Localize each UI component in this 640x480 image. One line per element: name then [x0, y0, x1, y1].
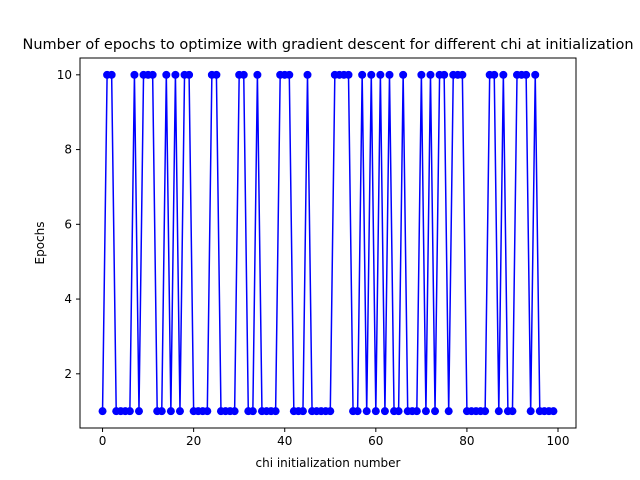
data-point [171, 70, 180, 79]
data-point [344, 70, 353, 79]
data-point [522, 70, 531, 79]
data-point [203, 407, 212, 416]
y-tick-label: 2 [64, 367, 72, 381]
y-tick-label: 4 [64, 292, 72, 306]
data-point [490, 70, 499, 79]
data-point [444, 407, 453, 416]
data-point [494, 407, 503, 416]
data-point [239, 70, 248, 79]
data-point [358, 70, 367, 79]
axes-layer: 0 20 40 60 80 100 2 4 6 8 10 [57, 68, 570, 448]
data-point [230, 407, 239, 416]
data-point [508, 407, 517, 416]
x-tick-label: 40 [277, 434, 292, 448]
data-point [394, 407, 403, 416]
x-tick-label: 100 [547, 434, 570, 448]
data-point [367, 70, 376, 79]
y-tick-label: 8 [64, 143, 72, 157]
data-point [253, 70, 262, 79]
data-point [353, 407, 362, 416]
data-layer [98, 70, 558, 416]
data-point [526, 407, 535, 416]
data-point [326, 407, 335, 416]
data-point [549, 407, 558, 416]
data-point [134, 407, 143, 416]
data-point [130, 70, 139, 79]
data-point [362, 407, 371, 416]
x-tick-label: 0 [99, 434, 107, 448]
data-point [298, 407, 307, 416]
y-tick-label: 10 [57, 68, 72, 82]
data-point [499, 70, 508, 79]
y-axis-label: Epochs [33, 222, 47, 265]
data-point [421, 407, 430, 416]
data-point [148, 70, 157, 79]
data-point [98, 407, 107, 416]
data-point [212, 70, 221, 79]
plot-frame [79, 57, 577, 429]
data-point [458, 70, 467, 79]
data-point [162, 70, 171, 79]
data-point [125, 407, 134, 416]
data-point [248, 407, 257, 416]
x-tick-label: 60 [368, 434, 383, 448]
data-point [431, 407, 440, 416]
data-point [440, 70, 449, 79]
data-point [426, 70, 435, 79]
data-point [380, 407, 389, 416]
data-point [303, 70, 312, 79]
x-axis-label: chi initialization number [256, 456, 401, 470]
data-point [385, 70, 394, 79]
data-point [175, 407, 184, 416]
data-point [107, 70, 116, 79]
y-tick-label: 6 [64, 217, 72, 231]
data-point [185, 70, 194, 79]
data-point [271, 407, 280, 416]
x-tick-label: 80 [459, 434, 474, 448]
data-point [166, 407, 175, 416]
data-point [285, 70, 294, 79]
data-point [417, 70, 426, 79]
data-point [481, 407, 490, 416]
data-point [531, 70, 540, 79]
chart-title: Number of epochs to optimize with gradie… [22, 37, 633, 53]
data-point [412, 407, 421, 416]
data-point [399, 70, 408, 79]
x-tick-label: 20 [186, 434, 201, 448]
data-point [157, 407, 166, 416]
data-point [376, 70, 385, 79]
data-point [371, 407, 380, 416]
